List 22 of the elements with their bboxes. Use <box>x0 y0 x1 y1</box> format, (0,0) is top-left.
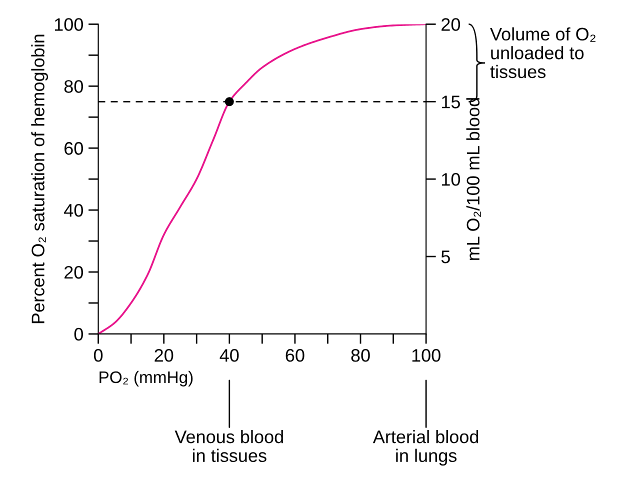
y-tick-label: 60 <box>64 142 83 155</box>
text: Volume of O₂ unloaded to tissues <box>490 27 596 78</box>
x-tick-label: 0 <box>94 349 103 362</box>
y2-tick-label: 20 <box>442 18 460 31</box>
y2-tick-label: 5 <box>441 250 450 264</box>
annotation: Venous blood in tissues <box>174 430 283 462</box>
y2-axis-title: mL O₂/100 mL blood <box>466 98 481 260</box>
y2-tick-label: 15 <box>442 96 460 108</box>
annotation: Arterial blood in lungs <box>372 430 478 466</box>
x-tick-label: 60 <box>286 349 304 362</box>
y-tick-label: 0 <box>74 328 83 341</box>
y2-tick-label: 10 <box>442 173 460 186</box>
x-tick-label: 20 <box>154 349 174 362</box>
y-axis-title: Percent O₂ saturation of hemoglobin <box>31 34 48 324</box>
y-tick-label: 100 <box>54 18 83 31</box>
y-tick-label: 20 <box>64 266 83 279</box>
x-tick-label: 100 <box>412 349 440 362</box>
x-axis-title: PO₂ (mmHg) <box>100 370 193 386</box>
x-tick-label: 40 <box>220 349 239 362</box>
x-tick-label: 80 <box>351 349 370 362</box>
y-tick-label: 80 <box>64 80 83 93</box>
y-tick-label: 40 <box>64 204 83 217</box>
